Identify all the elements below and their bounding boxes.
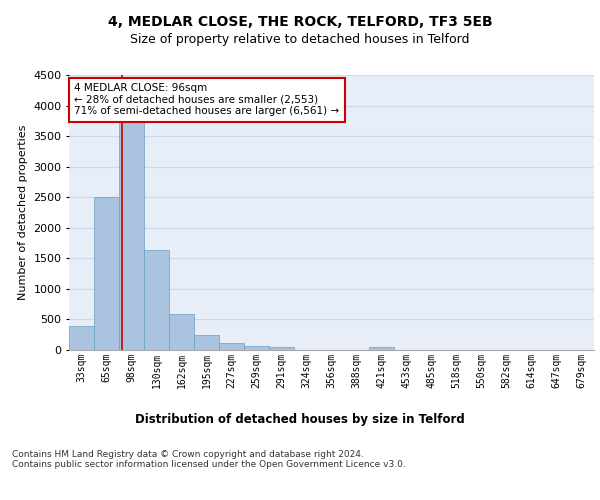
Text: Contains HM Land Registry data © Crown copyright and database right 2024.
Contai: Contains HM Land Registry data © Crown c… (12, 450, 406, 469)
Text: 4 MEDLAR CLOSE: 96sqm
← 28% of detached houses are smaller (2,553)
71% of semi-d: 4 MEDLAR CLOSE: 96sqm ← 28% of detached … (74, 83, 340, 116)
Text: Size of property relative to detached houses in Telford: Size of property relative to detached ho… (130, 32, 470, 46)
Text: 4, MEDLAR CLOSE, THE ROCK, TELFORD, TF3 5EB: 4, MEDLAR CLOSE, THE ROCK, TELFORD, TF3 … (107, 15, 493, 29)
Bar (194, 335, 219, 350)
Y-axis label: Number of detached properties: Number of detached properties (17, 125, 28, 300)
Bar (94, 197, 119, 350)
Bar (69, 326, 94, 350)
Bar (144, 250, 169, 350)
Bar (244, 346, 269, 350)
Bar (119, 121, 144, 350)
Bar (169, 314, 194, 350)
Bar (269, 347, 294, 350)
Bar (219, 344, 244, 350)
Text: Distribution of detached houses by size in Telford: Distribution of detached houses by size … (135, 412, 465, 426)
Bar (369, 347, 394, 350)
